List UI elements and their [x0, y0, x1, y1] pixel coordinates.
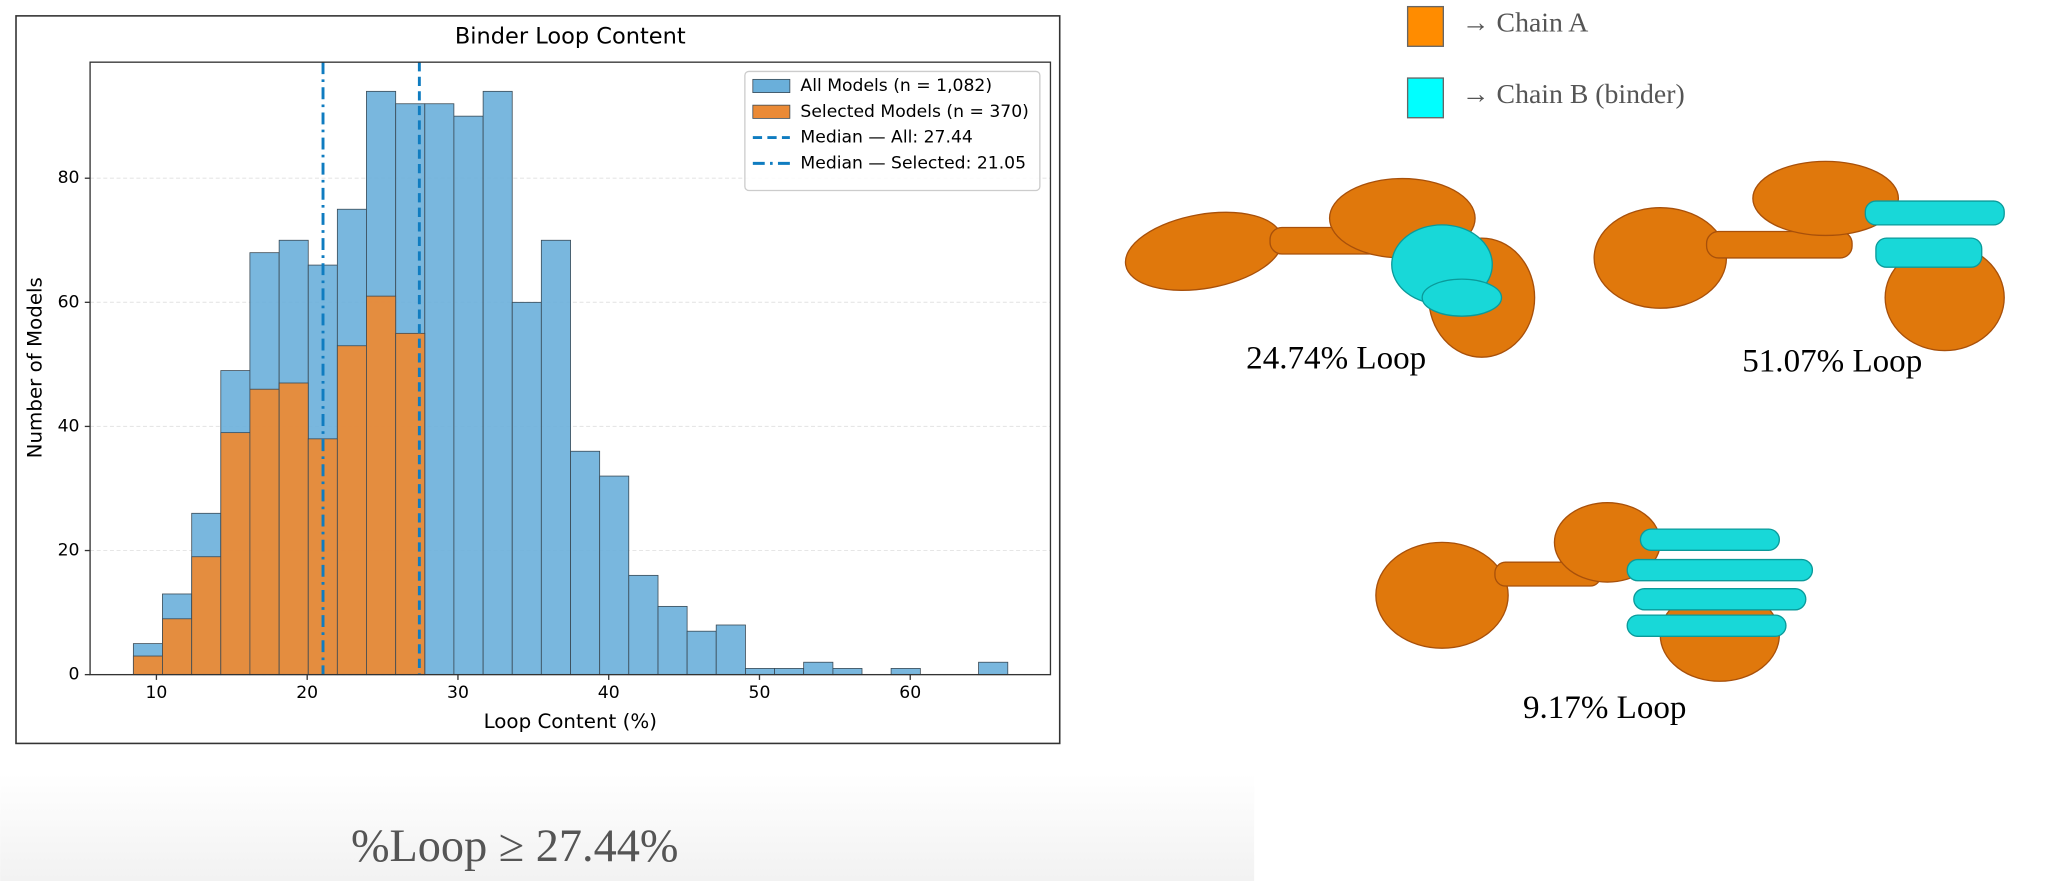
- caption: %Loop ≥ 27.44%: [351, 821, 678, 872]
- histogram-bar: [540, 239, 571, 676]
- legend-swatch: [752, 78, 791, 93]
- plot-area: 0 20 40 60 80 10 20 30 40 50 60 All Models (n = 1,0…: [58, 61, 1052, 703]
- histogram-bar: [132, 655, 163, 676]
- histogram-bar: [278, 382, 309, 676]
- histogram-bar: [511, 301, 542, 676]
- y-tick-label: 0: [69, 665, 80, 685]
- x-tick-label: 20: [296, 683, 318, 703]
- x-tick-label: 40: [598, 683, 620, 703]
- y-tick-label: 80: [58, 168, 80, 188]
- x-tick-label: 30: [447, 683, 469, 703]
- chain-swatch: [1406, 5, 1444, 47]
- histogram-bar: [249, 388, 280, 676]
- histogram-bar: [162, 618, 193, 676]
- legend: All Models (n = 1,082) Selected Models (n…: [744, 70, 1041, 192]
- plot-frame: [89, 61, 1052, 676]
- x-axis-label: Loop Content (%): [484, 710, 657, 733]
- structure-label: 9.17% Loop: [1523, 690, 1686, 726]
- chain-legend-label: → Chain B (binder): [1462, 79, 1685, 110]
- histogram-bar: [599, 475, 630, 676]
- histogram-bar: [832, 668, 863, 676]
- legend-label: Median — All: 27.44: [800, 128, 972, 148]
- histogram-bar: [482, 90, 513, 676]
- histogram-bar: [890, 668, 921, 676]
- x-tick-label: 60: [899, 683, 921, 703]
- y-tick-label: 20: [58, 541, 80, 561]
- histogram-bar: [366, 295, 397, 676]
- chain-swatch: [1406, 77, 1444, 119]
- binder-structure: [1864, 200, 2005, 268]
- binder-structure: [1626, 528, 1814, 637]
- histogram-bar: [453, 115, 484, 676]
- x-tick-label: 10: [145, 683, 167, 703]
- chart-title: Binder Loop Content: [455, 24, 686, 50]
- histogram-bar: [570, 450, 601, 676]
- y-axis-label: Number of Models: [23, 277, 46, 458]
- histogram-bar: [686, 630, 717, 676]
- x-tick-label: 50: [749, 683, 771, 703]
- legend-label: Median — Selected: 21.05: [800, 153, 1026, 173]
- legend-box: [744, 70, 1041, 192]
- legend-swatch: [752, 104, 791, 119]
- legend-label: Selected Models (n = 370): [800, 102, 1028, 122]
- histogram-bar: [220, 432, 251, 676]
- histogram-bar: [424, 103, 455, 676]
- histogram-bar: [307, 438, 338, 676]
- histogram-bar: [191, 556, 222, 676]
- y-tick-label: 40: [58, 416, 80, 436]
- histogram-bar: [336, 345, 367, 676]
- histogram-bar: [803, 661, 834, 676]
- protein-structure: [1593, 160, 2005, 352]
- binder-structure: [1391, 224, 1503, 317]
- structures-panel: 24.74% Loop 51.07% Loop 9.17% Loop → Cha…: [1124, 5, 2005, 726]
- histogram-bar: [774, 668, 805, 676]
- histogram-bar: [657, 605, 688, 676]
- histogram-bar: [715, 624, 746, 676]
- histogram-bar: [745, 668, 775, 676]
- histogram-bar: [628, 574, 659, 676]
- structure-label: 51.07% Loop: [1742, 343, 1922, 379]
- structure-label: 24.74% Loop: [1246, 341, 1426, 377]
- legend-label: All Models (n = 1,082): [800, 76, 992, 96]
- histogram-bar: [978, 661, 1009, 676]
- caption-background: [0, 773, 1255, 881]
- chain-legend-label: → Chain A: [1462, 8, 1588, 39]
- y-tick-label: 60: [58, 292, 80, 312]
